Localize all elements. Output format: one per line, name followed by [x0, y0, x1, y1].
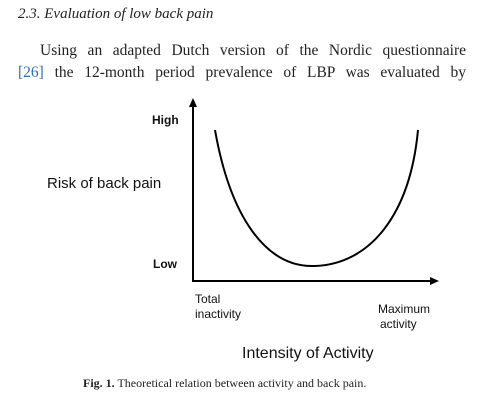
- x-right-label: Maximum: [378, 302, 430, 316]
- reference[interactable]: [26]: [18, 64, 44, 81]
- caption: Fig. 1. Theoretical relation between act…: [83, 376, 366, 391]
- paragraph-line: [26] the 12-month period prevalence of L…: [18, 64, 466, 82]
- x-axis-title: Intensity of Activity: [242, 345, 374, 362]
- u-curve: [214, 129, 419, 268]
- y-high-label: High: [152, 113, 179, 127]
- caption-label: Fig. 1.: [83, 376, 115, 390]
- x-left-label: Total: [195, 292, 220, 306]
- y-arrow: [189, 98, 197, 107]
- y-axis-title: Risk of back pain: [47, 175, 161, 192]
- y-low-label: Low: [153, 257, 178, 271]
- x-right-label: activity: [380, 317, 417, 331]
- paragraph-line: Using an adapted Dutch version of the No…: [40, 42, 466, 59]
- paragraph-text: the 12-month period prevalence of LBP wa…: [54, 64, 467, 81]
- caption-text: Theoretical relation between activity an…: [117, 376, 367, 390]
- x-arrow: [430, 277, 439, 285]
- section-heading: 2.3. Evaluation of low back pain: [18, 6, 214, 22]
- x-left-label: inactivity: [195, 307, 241, 321]
